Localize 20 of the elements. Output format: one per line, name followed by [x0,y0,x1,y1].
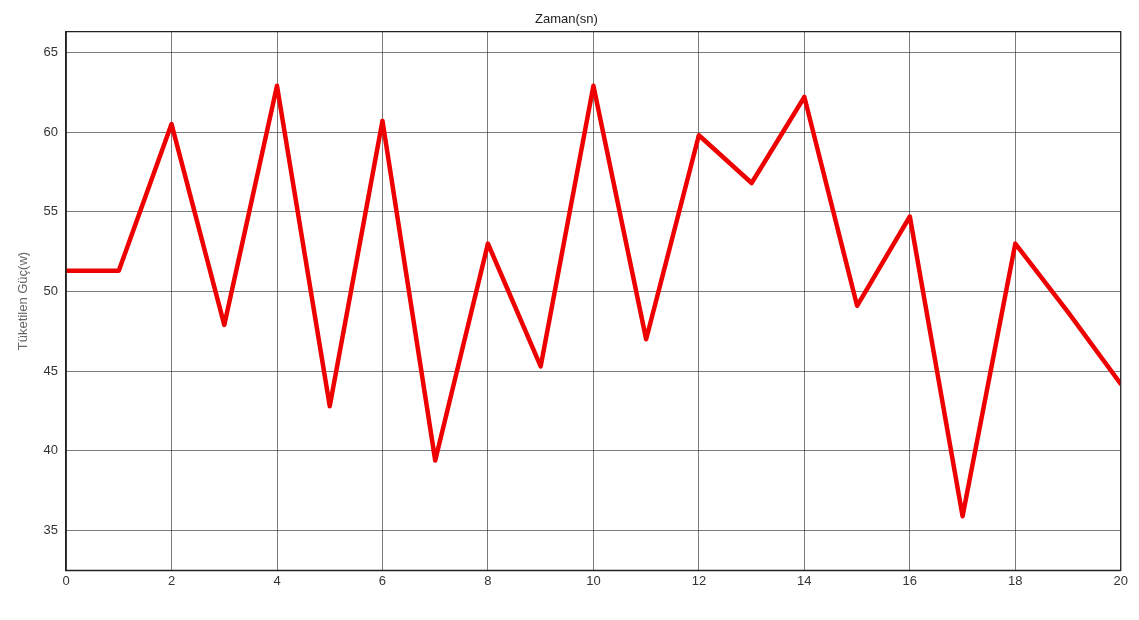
x-tick-label: 2 [167,572,176,588]
x-tick-label: 8 [484,572,492,588]
x-tick-label: 14 [797,572,812,588]
y-axis-title: Tüketilen Güç(w) [15,251,31,351]
x-tick-label: 16 [902,572,918,588]
y-tick-label: 35 [43,522,59,538]
y-tick-label: 60 [43,123,59,139]
x-tick-label: 4 [273,572,281,588]
x-tick-label: 20 [1113,572,1128,588]
x-tick-label: 18 [1008,572,1023,588]
y-tick-label: 55 [43,203,59,219]
x-tick-label: 12 [691,572,707,588]
y-tick-label: 50 [43,283,59,299]
x-tick-label: 6 [378,572,387,588]
y-tick-label: 65 [43,43,59,59]
x-tick-label: 0 [62,572,70,588]
x-tick-label: 10 [586,572,601,588]
y-tick-label: 45 [43,362,59,378]
y-tick-label: 40 [43,442,59,458]
chart-title: Zaman(sn) [535,11,598,27]
